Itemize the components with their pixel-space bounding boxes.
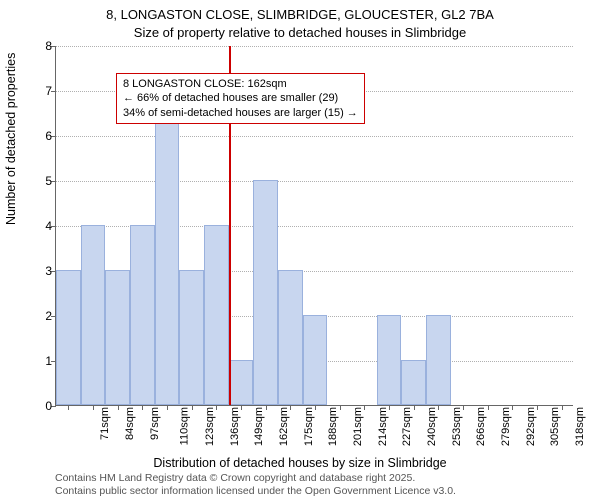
x-tick-label: 110sqm	[179, 407, 191, 445]
gridline	[56, 136, 573, 137]
annotation-line-3: 34% of semi-detached houses are larger (…	[123, 106, 358, 120]
title-line-1: 8, LONGASTON CLOSE, SLIMBRIDGE, GLOUCEST…	[0, 6, 600, 24]
x-tick-mark	[118, 405, 119, 410]
x-tick-label: 188sqm	[327, 407, 339, 446]
x-tick-label: 266sqm	[475, 407, 487, 446]
x-tick-label: 227sqm	[401, 407, 413, 446]
x-tick-label: 123sqm	[204, 407, 216, 446]
histogram-bar	[253, 180, 277, 405]
x-tick-label: 162sqm	[278, 407, 290, 446]
histogram-bar	[130, 225, 154, 405]
x-tick-label: 201sqm	[352, 407, 364, 446]
gridline	[56, 181, 573, 182]
x-tick-mark	[389, 405, 390, 410]
gridline	[56, 46, 573, 47]
y-tick-label: 8	[34, 39, 52, 53]
x-tick-mark	[192, 405, 193, 410]
footer-line-2: Contains public sector information licen…	[55, 485, 456, 498]
x-axis-label: Distribution of detached houses by size …	[0, 456, 600, 470]
title-block: 8, LONGASTON CLOSE, SLIMBRIDGE, GLOUCEST…	[0, 0, 600, 41]
x-tick-mark	[266, 405, 267, 410]
histogram-bar	[377, 315, 401, 405]
attribution-footer: Contains HM Land Registry data © Crown c…	[55, 472, 456, 498]
x-tick-mark	[68, 405, 69, 410]
x-tick-label: 71sqm	[99, 407, 111, 440]
y-tick-label: 5	[34, 174, 52, 188]
plot-area: 01234567871sqm84sqm97sqm110sqm123sqm136s…	[55, 46, 573, 406]
histogram-bar	[401, 360, 425, 405]
y-tick-label: 1	[34, 354, 52, 368]
x-tick-mark	[537, 405, 538, 410]
x-tick-label: 136sqm	[229, 407, 241, 446]
histogram-bar	[155, 90, 179, 405]
annotation-line-1: 8 LONGASTON CLOSE: 162sqm	[123, 77, 358, 91]
x-tick-mark	[216, 405, 217, 410]
x-tick-label: 149sqm	[253, 407, 265, 446]
y-tick-label: 7	[34, 84, 52, 98]
chart-container: 8, LONGASTON CLOSE, SLIMBRIDGE, GLOUCEST…	[0, 0, 600, 500]
x-tick-mark	[364, 405, 365, 410]
annotation-line-2: ← 66% of detached houses are smaller (29…	[123, 91, 358, 105]
x-tick-label: 292sqm	[525, 407, 537, 446]
footer-line-1: Contains HM Land Registry data © Crown c…	[55, 472, 456, 485]
histogram-bar	[426, 315, 450, 405]
x-tick-label: 214sqm	[377, 407, 389, 446]
x-tick-mark	[93, 405, 94, 410]
y-tick-label: 4	[34, 219, 52, 233]
histogram-bar	[179, 270, 203, 405]
histogram-bar	[229, 360, 253, 405]
x-tick-label: 97sqm	[149, 407, 161, 440]
histogram-bar	[56, 270, 80, 405]
x-tick-mark	[340, 405, 341, 410]
y-tick-label: 0	[34, 399, 52, 413]
x-tick-label: 318sqm	[574, 407, 586, 446]
y-tick-label: 6	[34, 129, 52, 143]
histogram-bar	[204, 225, 228, 405]
x-tick-label: 253sqm	[451, 407, 463, 446]
x-tick-label: 240sqm	[426, 407, 438, 446]
x-tick-mark	[438, 405, 439, 410]
y-axis-label: Number of detached properties	[4, 53, 18, 225]
x-tick-mark	[488, 405, 489, 410]
x-tick-mark	[414, 405, 415, 410]
annotation-box: 8 LONGASTON CLOSE: 162sqm← 66% of detach…	[116, 73, 365, 124]
histogram-bar	[303, 315, 327, 405]
x-tick-mark	[562, 405, 563, 410]
y-tick-label: 2	[34, 309, 52, 323]
y-tick-label: 3	[34, 264, 52, 278]
x-tick-label: 305sqm	[549, 407, 561, 446]
x-tick-mark	[167, 405, 168, 410]
title-line-2: Size of property relative to detached ho…	[0, 24, 600, 42]
histogram-bar	[81, 225, 105, 405]
x-tick-label: 175sqm	[303, 407, 315, 446]
histogram-bar	[105, 270, 129, 405]
x-tick-mark	[142, 405, 143, 410]
x-tick-mark	[512, 405, 513, 410]
x-tick-mark	[463, 405, 464, 410]
x-tick-label: 279sqm	[500, 407, 512, 446]
x-tick-label: 84sqm	[124, 407, 136, 440]
x-tick-mark	[241, 405, 242, 410]
x-tick-mark	[315, 405, 316, 410]
x-tick-mark	[290, 405, 291, 410]
histogram-bar	[278, 270, 302, 405]
